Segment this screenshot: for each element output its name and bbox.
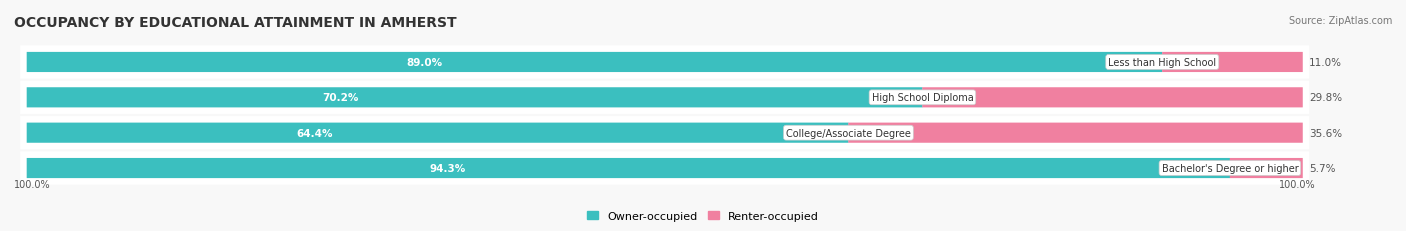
FancyBboxPatch shape [27, 88, 922, 108]
Text: Bachelor's Degree or higher: Bachelor's Degree or higher [1161, 163, 1298, 173]
Text: High School Diploma: High School Diploma [872, 93, 973, 103]
Text: 35.6%: 35.6% [1309, 128, 1343, 138]
FancyBboxPatch shape [848, 123, 1303, 143]
Text: 64.4%: 64.4% [297, 128, 333, 138]
FancyBboxPatch shape [20, 81, 1309, 114]
Text: College/Associate Degree: College/Associate Degree [786, 128, 911, 138]
Text: 29.8%: 29.8% [1309, 93, 1343, 103]
FancyBboxPatch shape [27, 158, 1230, 178]
Text: 70.2%: 70.2% [322, 93, 359, 103]
Text: Less than High School: Less than High School [1108, 58, 1216, 68]
Text: 89.0%: 89.0% [406, 58, 443, 68]
Text: 5.7%: 5.7% [1309, 163, 1336, 173]
FancyBboxPatch shape [20, 46, 1309, 79]
Text: Source: ZipAtlas.com: Source: ZipAtlas.com [1288, 16, 1392, 26]
Text: 100.0%: 100.0% [14, 179, 51, 189]
Text: 94.3%: 94.3% [430, 163, 465, 173]
FancyBboxPatch shape [1230, 158, 1303, 178]
FancyBboxPatch shape [20, 117, 1309, 150]
FancyBboxPatch shape [1163, 53, 1303, 73]
FancyBboxPatch shape [20, 152, 1309, 185]
Text: OCCUPANCY BY EDUCATIONAL ATTAINMENT IN AMHERST: OCCUPANCY BY EDUCATIONAL ATTAINMENT IN A… [14, 16, 457, 30]
Text: 100.0%: 100.0% [1279, 179, 1316, 189]
FancyBboxPatch shape [922, 88, 1303, 108]
FancyBboxPatch shape [27, 53, 1163, 73]
FancyBboxPatch shape [27, 123, 849, 143]
Legend: Owner-occupied, Renter-occupied: Owner-occupied, Renter-occupied [582, 206, 824, 225]
Text: 11.0%: 11.0% [1309, 58, 1341, 68]
